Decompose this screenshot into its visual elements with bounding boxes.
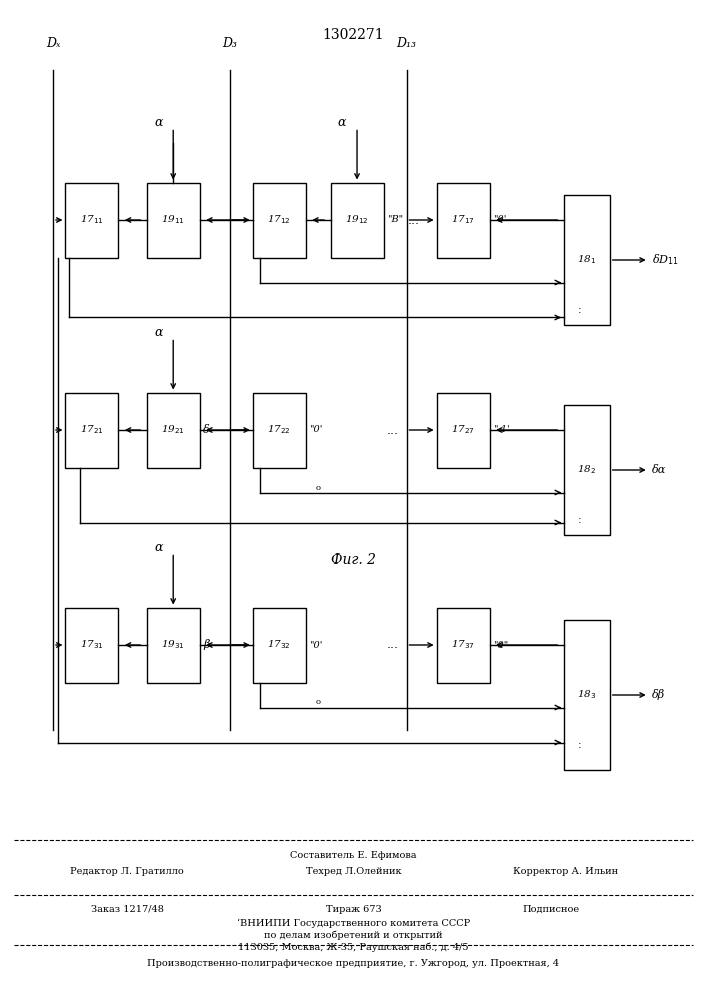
Text: 17$_{12}$: 17$_{12}$: [267, 214, 291, 226]
Text: 17$_{37}$: 17$_{37}$: [451, 639, 475, 651]
Text: ...: ...: [408, 214, 419, 227]
Text: 17$_{27}$: 17$_{27}$: [451, 424, 475, 436]
Text: 19$_{21}$: 19$_{21}$: [161, 424, 185, 436]
Text: 19$_{31}$: 19$_{31}$: [161, 639, 185, 651]
Text: по делам изобретений и открытий: по делам изобретений и открытий: [264, 930, 443, 940]
Text: Dₓ: Dₓ: [46, 37, 60, 50]
Text: β: β: [204, 640, 210, 650]
Text: ʻВНИИПИ Государственного комитета СССР: ʻВНИИПИ Государственного комитета СССР: [237, 918, 470, 928]
Text: Составитель Е. Ефимова: Составитель Е. Ефимова: [291, 850, 416, 859]
Text: Фиг. 2: Фиг. 2: [331, 553, 376, 567]
Text: "0': "0': [309, 641, 322, 650]
Text: Тираж 673: Тираж 673: [326, 904, 381, 914]
Text: "0": "0": [493, 641, 508, 650]
Text: 17$_{32}$: 17$_{32}$: [267, 639, 291, 651]
Text: Заказ 1217/48: Заказ 1217/48: [90, 904, 164, 914]
Text: 17$_{21}$: 17$_{21}$: [80, 424, 104, 436]
Text: o: o: [315, 484, 321, 491]
Text: 113035, Москва, Ж-35, Раушская наб., д. 4/5: 113035, Москва, Ж-35, Раушская наб., д. …: [238, 942, 469, 952]
Text: ...: ...: [387, 424, 398, 436]
FancyBboxPatch shape: [437, 182, 489, 257]
Text: Редактор Л. Гратилло: Редактор Л. Гратилло: [71, 867, 184, 876]
Text: Производственно-полиграфическое предприятие, г. Ужгород, ул. Проектная, 4: Производственно-полиграфическое предприя…: [148, 960, 559, 968]
Text: "B": "B": [387, 216, 403, 225]
Text: 18$_2$: 18$_2$: [577, 464, 597, 476]
Text: Корректор А. Ильин: Корректор А. Ильин: [513, 867, 618, 876]
FancyBboxPatch shape: [437, 607, 489, 682]
Text: 19$_{11}$: 19$_{11}$: [161, 214, 185, 226]
FancyBboxPatch shape: [253, 607, 305, 682]
Text: D₃: D₃: [222, 37, 238, 50]
FancyBboxPatch shape: [253, 393, 305, 468]
Text: D₁₃: D₁₃: [397, 37, 416, 50]
FancyBboxPatch shape: [65, 182, 118, 257]
Text: :: :: [578, 305, 582, 315]
Text: δD$_{11}$: δD$_{11}$: [652, 253, 679, 267]
Text: α: α: [154, 326, 163, 339]
Text: 17$_{11}$: 17$_{11}$: [80, 214, 104, 226]
Text: "0': "0': [493, 216, 506, 225]
Text: "0': "0': [309, 426, 322, 434]
FancyBboxPatch shape: [330, 182, 383, 257]
Text: α: α: [154, 541, 163, 554]
Text: 1302271: 1302271: [322, 28, 385, 42]
FancyBboxPatch shape: [65, 607, 118, 682]
FancyBboxPatch shape: [146, 607, 199, 682]
Text: :: :: [578, 740, 582, 750]
FancyBboxPatch shape: [563, 195, 609, 325]
FancyBboxPatch shape: [146, 393, 199, 468]
FancyBboxPatch shape: [65, 393, 118, 468]
Text: "-1': "-1': [493, 426, 510, 434]
Text: ...: ...: [387, 639, 398, 652]
FancyBboxPatch shape: [563, 405, 609, 535]
Text: 19$_{12}$: 19$_{12}$: [345, 214, 369, 226]
FancyBboxPatch shape: [146, 182, 199, 257]
Text: δ: δ: [204, 425, 210, 435]
Text: :: :: [578, 515, 582, 525]
Text: Техред Л.Олейник: Техред Л.Олейник: [305, 867, 402, 876]
Text: o: o: [315, 698, 321, 706]
Text: α: α: [154, 116, 163, 129]
Text: Подписное: Подписное: [523, 904, 580, 914]
Text: 18$_1$: 18$_1$: [577, 254, 597, 266]
FancyBboxPatch shape: [437, 393, 489, 468]
Text: α: α: [338, 116, 346, 129]
FancyBboxPatch shape: [563, 620, 609, 770]
Text: 18$_3$: 18$_3$: [577, 689, 597, 701]
FancyBboxPatch shape: [253, 182, 305, 257]
Text: 17$_{22}$: 17$_{22}$: [267, 424, 291, 436]
Text: 17$_{31}$: 17$_{31}$: [80, 639, 104, 651]
Text: δα: δα: [652, 465, 667, 475]
Text: δβ: δβ: [652, 690, 665, 700]
Text: 17$_{17}$: 17$_{17}$: [451, 214, 475, 226]
